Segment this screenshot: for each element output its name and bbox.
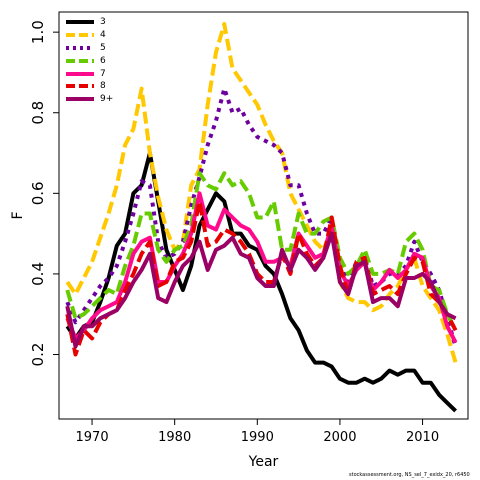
legend-swatch: [66, 33, 94, 38]
series-line-7: [65, 191, 458, 344]
legend-label: 9+: [100, 94, 114, 105]
series-line-3: [65, 151, 457, 413]
series-line-8: [65, 199, 458, 357]
x-tick-label: 1980: [158, 430, 191, 445]
legend-item: 5: [66, 42, 156, 55]
legend-item: 8: [66, 80, 156, 93]
footnote: stockassessment.org, NS_sel_7_exidx_20, …: [349, 472, 470, 478]
legend-swatch: [66, 20, 94, 25]
legend-swatch: [66, 58, 94, 63]
series-line-9plus: [65, 231, 457, 349]
x-tick-label: 2010: [406, 430, 439, 445]
legend: 3 4 5 6 7 8 9+: [66, 16, 156, 106]
legend-label: 6: [100, 55, 106, 66]
series-lines: [65, 22, 458, 413]
legend-label: 3: [100, 17, 106, 28]
y-axis-label: F: [10, 211, 26, 219]
y-tick-label: 0.4: [29, 262, 47, 286]
legend-label: 4: [100, 30, 106, 41]
x-tick-label: 1990: [241, 430, 274, 445]
x-tick-label: 2000: [323, 430, 356, 445]
legend-item: 9+: [66, 93, 156, 106]
y-tick-label: 0.2: [29, 343, 47, 367]
legend-item: 3: [66, 16, 156, 29]
legend-swatch: [66, 45, 94, 50]
legend-item: 4: [66, 29, 156, 42]
x-tick-label: 1970: [76, 430, 109, 445]
legend-label: 7: [100, 68, 106, 79]
legend-swatch: [66, 97, 94, 102]
series-line-4: [65, 22, 458, 364]
x-axis-label: Year: [248, 454, 279, 470]
legend-item: 6: [66, 54, 156, 67]
x-axis: 1970 1980 1990 2000 2010: [76, 418, 439, 445]
y-tick-label: 0.8: [29, 101, 47, 125]
y-tick-label: 0.6: [29, 181, 47, 205]
legend-label: 5: [100, 42, 106, 53]
legend-swatch: [66, 84, 94, 89]
y-axis: 0.2 0.4 0.6 0.8 1.0: [29, 20, 60, 367]
legend-label: 8: [100, 81, 106, 92]
legend-item: 7: [66, 67, 156, 80]
y-tick-label: 1.0: [29, 20, 47, 44]
legend-swatch: [66, 71, 94, 76]
